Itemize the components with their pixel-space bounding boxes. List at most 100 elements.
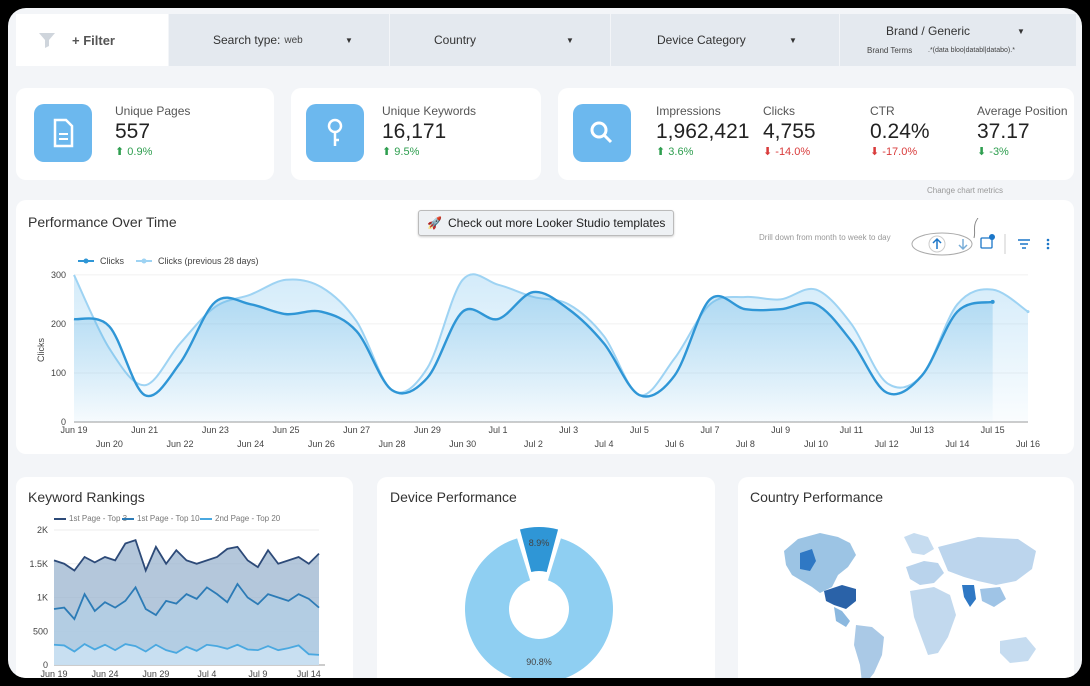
drill-up-icon[interactable] xyxy=(928,235,946,253)
templates-button[interactable]: 🚀 Check out more Looker Studio templates xyxy=(418,210,674,236)
x-tick-label: Jul 7 xyxy=(700,425,719,435)
donut-slice xyxy=(519,527,559,573)
chevron-down-icon: ▼ xyxy=(789,36,797,45)
filter-icon[interactable] xyxy=(1018,239,1030,249)
x-tick-label: Jun 20 xyxy=(96,439,123,449)
drill-hint: Drill down from month to week to day xyxy=(759,233,891,242)
x-tick-label: Jun 22 xyxy=(166,439,193,449)
europe-region xyxy=(904,533,944,585)
country-performance-card: Country Performance xyxy=(738,477,1074,678)
device-category-dropdown[interactable]: Device Category ▼ xyxy=(610,14,839,66)
series-area xyxy=(74,291,993,422)
kpi-label: Impressions xyxy=(656,104,721,118)
x-tick-label: Jul 1 xyxy=(488,425,507,435)
kpi-delta: ⬇ -14.0% xyxy=(763,146,811,158)
device-donut-chart: 8.9% 90.8% xyxy=(465,527,613,678)
x-tick-label: Jul 9 xyxy=(248,669,267,678)
x-tick-label: Jul 15 xyxy=(981,425,1005,435)
y-tick-label: 100 xyxy=(51,368,66,378)
x-tick-label: Jul 12 xyxy=(875,439,899,449)
kpi-delta: ⬆ 0.9% xyxy=(115,146,153,158)
x-tick-label: Jun 28 xyxy=(378,439,405,449)
kpi-value: 37.17 xyxy=(977,120,1030,143)
brand-terms-label: Brand Terms xyxy=(867,46,913,55)
chevron-down-icon: ▼ xyxy=(1017,27,1025,36)
search-type-dropdown[interactable]: Search type: web ▼ xyxy=(168,14,389,66)
brand-generic-label: Brand / Generic xyxy=(886,24,971,38)
search-metrics-card: Impressions 1,962,421 ⬆ 3.6% Clicks 4,75… xyxy=(558,88,1074,180)
kpi-delta: ⬇ -3% xyxy=(977,146,1009,158)
x-tick-label: Jun 29 xyxy=(142,669,169,678)
x-tick-label: Jul 3 xyxy=(559,425,578,435)
kpi-delta: ⬇ -17.0% xyxy=(870,146,918,158)
keyword-rankings-card: Keyword Rankings 0 500 1K 1.5K 2K Jun 19 Jun 2… xyxy=(16,477,353,678)
arrow-down-icon: ⬇ xyxy=(870,146,880,158)
x-tick-label: Jul 4 xyxy=(197,669,216,678)
change-metrics-icon[interactable] xyxy=(980,234,995,249)
legend-marker xyxy=(83,258,89,264)
templates-button-label: Check out more Looker Studio templates xyxy=(447,216,666,230)
key-icon xyxy=(306,104,364,162)
y-tick-label: 1.5K xyxy=(29,559,48,569)
country-label: Country xyxy=(434,33,477,47)
x-tick-label: Jun 27 xyxy=(343,425,370,435)
x-tick-label: Jun 30 xyxy=(449,439,476,449)
filter-label: + Filter xyxy=(72,32,115,48)
drill-down-icon[interactable] xyxy=(958,239,968,251)
arrow-up-icon: ⬆ xyxy=(115,146,125,158)
performance-card: Performance Over Time 🚀 Check out more L… xyxy=(16,186,1074,454)
series-line xyxy=(53,538,320,574)
south-america-region xyxy=(854,625,884,678)
search-icon xyxy=(573,104,631,162)
x-tick-label: Jul 14 xyxy=(945,439,969,449)
country-dropdown[interactable]: Country ▼ xyxy=(389,14,610,66)
series-area xyxy=(54,644,319,665)
kpi-value: 557 xyxy=(115,120,151,143)
kpi-delta: ⬆ 3.6% xyxy=(656,146,694,158)
x-tick-label: Jun 24 xyxy=(237,439,264,449)
legend-label: Clicks xyxy=(100,256,124,266)
kpi-label: Unique Pages xyxy=(115,104,191,118)
y-tick-label: 1K xyxy=(37,593,48,603)
change-metrics-hint: Change chart metrics xyxy=(927,186,1004,195)
more-options-icon[interactable] xyxy=(1046,238,1050,250)
x-tick-label: Jul 4 xyxy=(594,439,613,449)
chevron-down-icon: ▼ xyxy=(566,36,574,45)
data-point xyxy=(990,299,995,304)
device-performance-card: Device Performance 8.9% 90.8% xyxy=(377,477,715,678)
dashboard: + Filter Search type: web ▼ Country ▼ De… xyxy=(8,8,1082,678)
page-title: Performance Over Time xyxy=(28,214,177,230)
y-tick-label: 200 xyxy=(51,319,66,329)
kpi-value: 0.24% xyxy=(870,120,930,143)
x-tick-label: Jul 6 xyxy=(665,439,684,449)
x-tick-label: Jul 11 xyxy=(840,425,863,435)
kpi-value: 16,171 xyxy=(382,120,447,143)
keyword-rankings-chart: 0 500 1K 1.5K 2K Jun 19 Jun 24 Jun 29 Jul 4 Jul 9… xyxy=(29,514,325,678)
brand-generic-dropdown[interactable]: Brand / Generic ▼ Brand Terms .*(data bl… xyxy=(839,14,1077,66)
kpi-label: Unique Keywords xyxy=(382,104,477,118)
legend-label: 1st Page - Top 3 xyxy=(69,514,128,523)
donut-slice xyxy=(465,538,613,678)
x-tick-label: Jul 10 xyxy=(804,439,828,449)
legend-marker xyxy=(141,258,147,264)
x-tick-label: Jul 13 xyxy=(910,425,934,435)
arrow-up-icon: ⬆ xyxy=(656,146,666,158)
oceania-region xyxy=(1000,637,1036,663)
kpi-value: 4,755 xyxy=(763,120,816,143)
x-tick-label: Jun 19 xyxy=(40,669,67,678)
x-tick-label: Jun 19 xyxy=(60,425,87,435)
y-axis-label: Clicks xyxy=(36,338,46,362)
kpi-value: 1,962,421 xyxy=(656,120,750,143)
x-tick-label: Jun 26 xyxy=(308,439,335,449)
x-tick-label: Jul 9 xyxy=(771,425,790,435)
arrow-up-icon: ⬆ xyxy=(382,146,392,158)
search-type-label: Search type: xyxy=(213,33,281,47)
kpi-delta: ⬆ 9.5% xyxy=(382,146,420,158)
legend-label: 2nd Page - Top 20 xyxy=(215,514,281,523)
series-line xyxy=(73,290,993,398)
africa-region xyxy=(910,587,956,655)
device-category-label: Device Category xyxy=(657,33,746,47)
search-type-value: web xyxy=(284,34,303,46)
x-tick-label: Jun 21 xyxy=(131,425,158,435)
add-filter-button[interactable]: + Filter xyxy=(16,14,168,66)
